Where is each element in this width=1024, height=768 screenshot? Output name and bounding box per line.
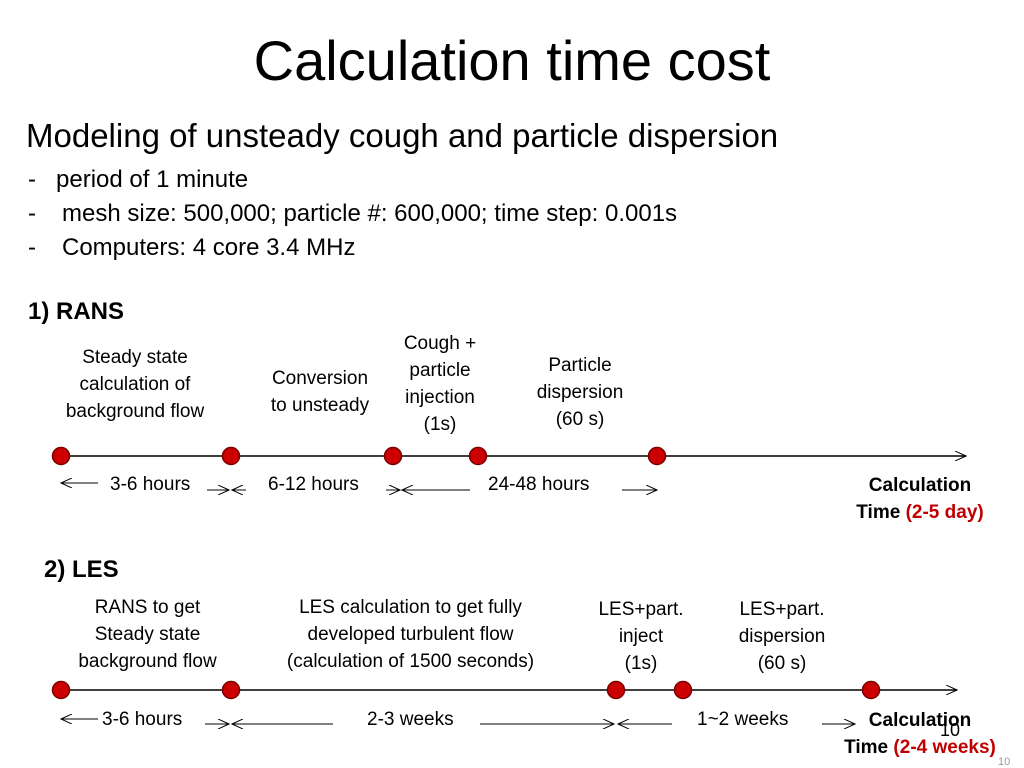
label-line: calculation of (79, 374, 191, 395)
les-milestone-dot (606, 680, 626, 700)
bullet-item: - Computers: 4 core 3.4 MHz (28, 234, 355, 262)
calc-time-line: Time (2-5 day) (830, 499, 1010, 526)
label-line: (60 s) (555, 409, 605, 430)
les-milestone-dot (51, 680, 71, 700)
les-stage-label: LES calculation to get fully developed t… (258, 594, 563, 675)
label-line: Particle (548, 355, 612, 376)
calc-label: Calculation (868, 475, 972, 496)
les-milestone-dot (221, 680, 241, 700)
bullet-text: mesh size: 500,000; particle #: 600,000;… (62, 200, 678, 227)
les-stage-label: LES+part. dispersion (60 s) (722, 596, 842, 677)
bullet-dash: - (28, 200, 36, 227)
label-line: to unsteady (270, 395, 370, 416)
label-line: LES+part. (739, 599, 825, 620)
label-line: developed turbulent flow (307, 624, 514, 645)
rans-stage-label: Particle dispersion (60 s) (520, 352, 640, 433)
label-line: (1s) (423, 414, 457, 435)
bullet-text: period of 1 minute (56, 166, 249, 193)
rans-stage-label: Steady state calculation of background f… (45, 344, 225, 425)
label-line: LES calculation to get fully (299, 597, 522, 618)
les-calculation-time: Calculation Time (2-4 weeks) (820, 707, 1020, 761)
les-stage-label: LES+part. inject (1s) (582, 596, 700, 677)
les-milestone-dot (861, 680, 881, 700)
label-line: LES+part. (598, 599, 684, 620)
calc-time-value: (2-5 day) (905, 502, 984, 523)
label-line: background flow (65, 401, 205, 422)
rans-milestone-dot (647, 446, 667, 466)
rans-milestone-dot (468, 446, 488, 466)
calc-label: Calculation (868, 710, 972, 731)
les-duration: 2-3 weeks (367, 709, 454, 730)
rans-duration: 3-6 hours (110, 474, 191, 495)
label-line: particle (409, 360, 471, 381)
bullet-dash: - (28, 234, 36, 261)
label-line: (60 s) (757, 653, 807, 674)
bullet-item: - mesh size: 500,000; particle #: 600,000… (28, 200, 677, 228)
rans-milestone-dot (221, 446, 241, 466)
label-line: dispersion (536, 382, 624, 403)
label-line: (calculation of 1500 seconds) (286, 651, 535, 672)
rans-stage-label: Cough + particle injection (1s) (388, 330, 492, 438)
bullet-dash: - (28, 166, 36, 193)
rans-duration: 6-12 hours (268, 474, 359, 495)
label-line: RANS to get (94, 597, 201, 618)
label-line: (1s) (624, 653, 658, 674)
rans-calculation-time: Calculation Time (2-5 day) (830, 472, 1010, 526)
label-line: inject (618, 626, 664, 647)
les-duration: 3-6 hours (102, 709, 183, 730)
slide-subtitle: Modeling of unsteady cough and particle … (26, 117, 779, 154)
rans-heading: 1) RANS (28, 298, 125, 325)
label-line: Conversion (271, 368, 369, 389)
les-stage-label: RANS to get Steady state background flow (55, 594, 240, 675)
bullet-item: - period of 1 minute (28, 166, 248, 194)
label-line: injection (405, 387, 475, 408)
slide-title: Calculation time cost (253, 29, 771, 92)
calc-time-word: Time (856, 502, 901, 523)
calc-time-line: Time (2-4 weeks) (820, 734, 1020, 761)
label-line: Steady state (94, 624, 201, 645)
calc-time-value: (2-4 weeks) (893, 737, 996, 758)
label-line: dispersion (738, 626, 826, 647)
rans-stage-label: Conversion to unsteady (252, 365, 388, 419)
label-line: background flow (78, 651, 217, 672)
rans-duration: 24-48 hours (488, 474, 590, 495)
les-milestone-dot (673, 680, 693, 700)
page-number: 10 (940, 720, 961, 740)
les-duration: 1~2 weeks (697, 709, 789, 730)
rans-milestone-dot (383, 446, 403, 466)
les-heading: 2) LES (44, 556, 119, 583)
page-number-small: 10 (998, 756, 1011, 768)
label-line: Steady state (82, 347, 188, 368)
rans-milestone-dot (51, 446, 71, 466)
calc-time-word: Time (844, 737, 889, 758)
bullet-text: Computers: 4 core 3.4 MHz (62, 234, 356, 261)
label-line: Cough + (403, 333, 477, 354)
